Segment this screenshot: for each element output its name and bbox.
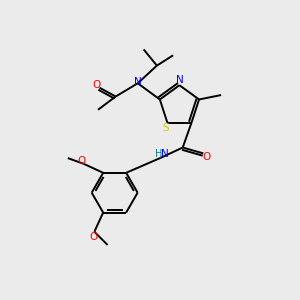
- Text: N: N: [161, 149, 169, 159]
- Text: O: O: [202, 152, 210, 162]
- Text: O: O: [92, 80, 101, 90]
- Text: H: H: [155, 149, 162, 159]
- Text: O: O: [77, 156, 85, 166]
- Text: N: N: [176, 75, 184, 85]
- Text: S: S: [163, 123, 169, 134]
- Text: N: N: [134, 77, 142, 87]
- Text: O: O: [90, 232, 98, 242]
